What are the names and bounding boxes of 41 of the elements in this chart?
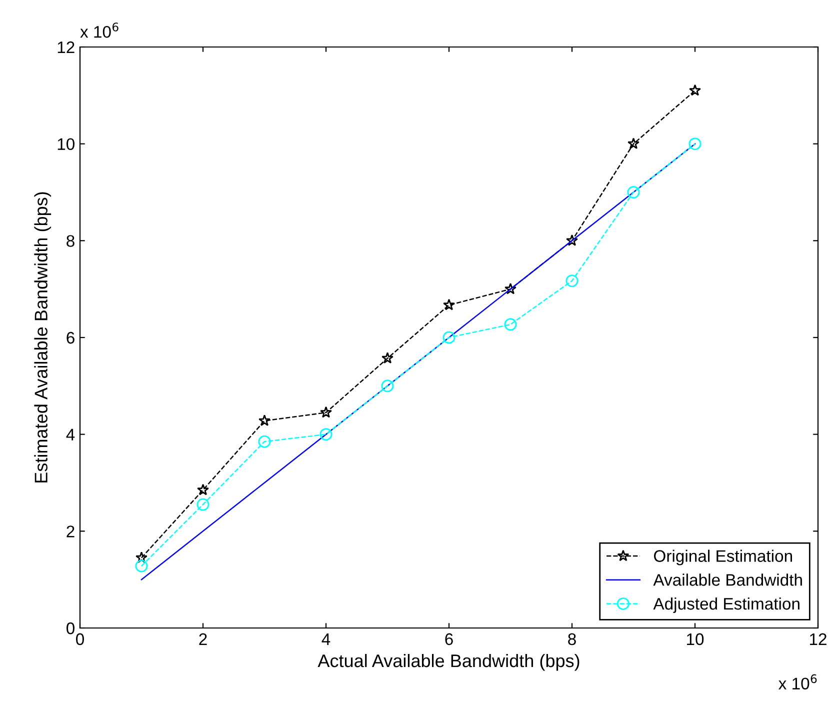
point [628,138,640,150]
x-tick-label: 8 [568,633,576,646]
point [443,298,455,310]
y-tick-label: 8 [66,235,74,247]
point [258,414,270,426]
point [381,380,394,392]
y-tick-label: 4 [66,428,75,440]
point [689,84,701,96]
point [135,560,148,572]
x-tick-label: 2 [199,633,207,645]
y-tick-label: 2 [66,526,74,538]
x-tick-label: 12 [810,633,826,645]
x-tick-label: 0 [76,633,84,646]
x-tick-label: 6 [445,633,453,646]
text: x 10$^{6}$ [778,674,817,690]
point [136,552,148,563]
legend-label: Adjusted Estimation [653,597,800,613]
x-tick-label: 4 [322,633,330,645]
legend-label: Available Bandwidth [653,574,802,586]
point [504,318,517,331]
point [566,274,578,288]
y-tick-label: 12 [58,41,74,54]
point [320,406,332,418]
x-axis-title: Actual Available Bandwidth (bps) [318,654,580,671]
legend-label: Original Estimation [654,550,792,566]
x-tick-label: 10 [687,633,704,646]
point [566,234,578,246]
point [504,282,516,294]
point [442,331,456,344]
point [196,498,210,511]
point [688,138,702,150]
y-axis-title: Estimated Available Bandwidth (bps) [34,192,52,482]
text: x 10$^{6}$ [80,22,118,38]
y-tick-label: 0 [66,622,74,634]
y-tick-label: 6 [66,332,74,344]
point [627,186,640,198]
point [320,428,332,441]
point [382,352,394,364]
point [258,435,271,448]
y-tick-label: 10 [58,138,74,150]
point [197,484,209,496]
